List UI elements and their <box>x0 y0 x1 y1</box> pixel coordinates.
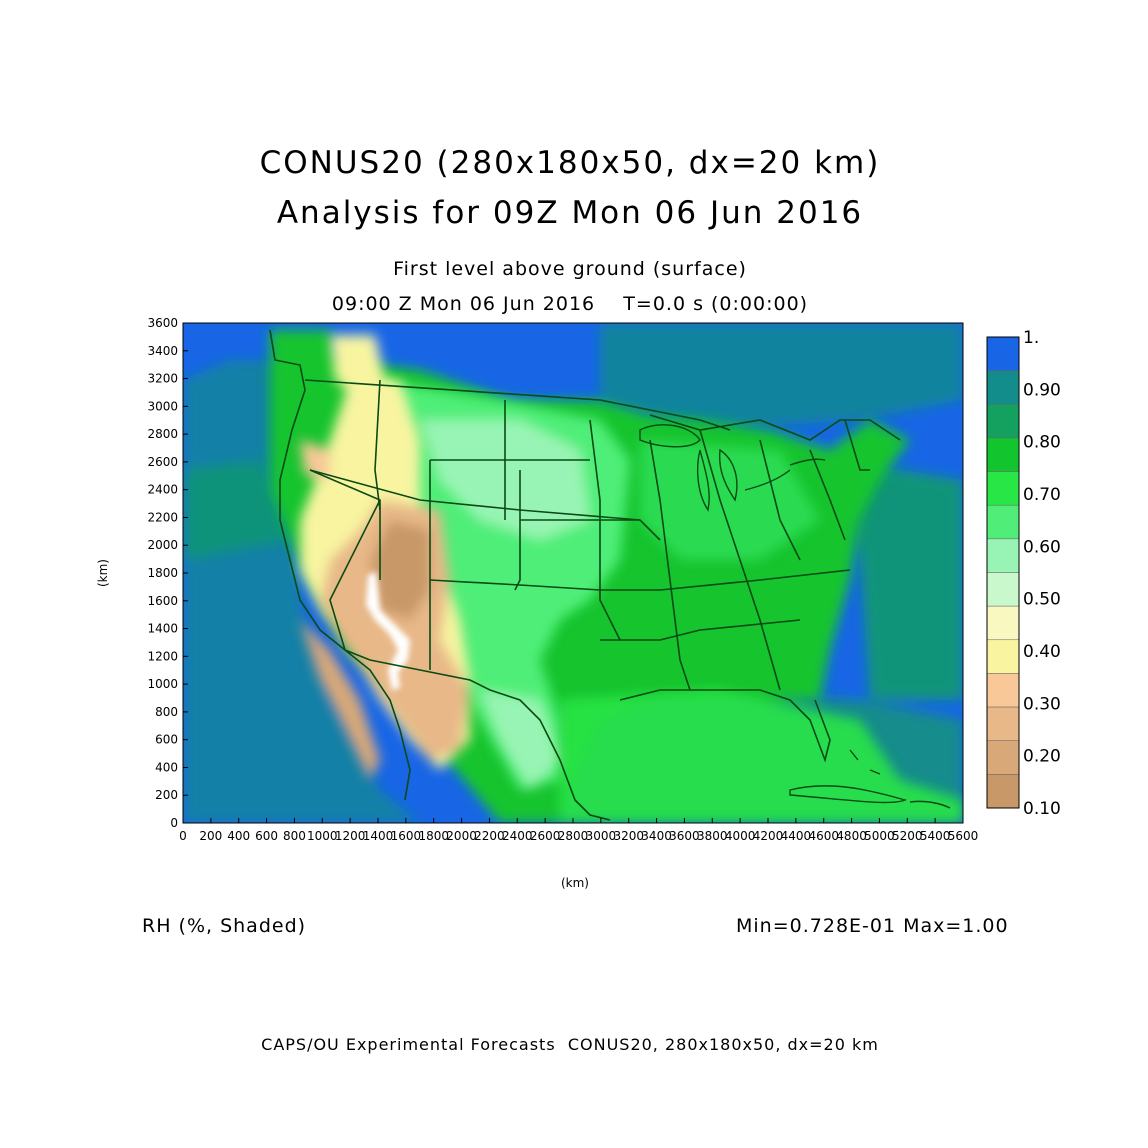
legend-swatch <box>986 605 1020 641</box>
rh-field <box>183 323 963 823</box>
y-tick-label: 1200 <box>147 649 178 663</box>
x-axis-label: (km) <box>561 876 589 890</box>
x-tick-label: 0 <box>179 829 187 843</box>
legend-label: 0.20 <box>1023 747 1061 767</box>
variable-label: RH (%, Shaded) <box>142 915 307 937</box>
y-tick-label: 1600 <box>147 594 178 608</box>
legend-swatch <box>986 404 1020 439</box>
legend-label: 1. <box>1023 328 1039 348</box>
color-legend: 1. 0.90 0.80 0.70 0.60 0.50 0.40 0.30 0.20 0.10 <box>986 328 1061 819</box>
legend-swatch <box>986 572 1020 607</box>
y-tick-label: 200 <box>155 788 178 802</box>
x-tick-label: 2800 <box>558 829 589 843</box>
y-tick-label: 0 <box>170 816 178 830</box>
credit-label: CAPS/OU Experimental Forecasts CONUS20, … <box>261 1035 879 1054</box>
y-tick-label: 2800 <box>147 427 178 441</box>
x-tick-label: 4600 <box>808 829 839 843</box>
legend-swatch <box>986 370 1020 405</box>
legend-label: 0.40 <box>1023 642 1061 662</box>
x-tick-label: 4200 <box>753 829 784 843</box>
level-label: First level above ground (surface) <box>393 258 747 280</box>
y-tick-label: 1800 <box>147 566 178 580</box>
legend-swatch <box>986 673 1020 708</box>
political-boundaries <box>269 329 901 821</box>
y-tick-label: 800 <box>155 705 178 719</box>
legend-label: 0.90 <box>1023 380 1061 400</box>
legend-label: 0.60 <box>1023 537 1061 557</box>
x-axis-ticks: 0 200 400 600 800 100012001400160018002000220… <box>179 818 978 843</box>
y-tick-label: 3600 <box>147 316 178 330</box>
x-tick-label: 200 <box>199 829 222 843</box>
y-tick-label: 1000 <box>147 677 178 691</box>
legend-label: 0.70 <box>1023 485 1061 505</box>
legend-swatch <box>986 471 1020 506</box>
x-tick-label: 800 <box>283 829 306 843</box>
legend-swatch <box>986 774 1020 809</box>
legend-label: 0.80 <box>1023 433 1061 453</box>
legend-frame <box>986 336 1020 809</box>
x-tick-label: 400 <box>227 829 250 843</box>
x-tick-label: 600 <box>255 829 278 843</box>
x-tick-label: 2000 <box>446 829 477 843</box>
y-tick-label: 2400 <box>147 483 178 497</box>
x-tick-label: 4800 <box>836 829 867 843</box>
x-tick-label: 1800 <box>418 829 449 843</box>
legend-label: 0.30 <box>1023 694 1061 714</box>
y-tick-label: 600 <box>155 733 178 747</box>
legend-label: 0.10 <box>1023 799 1061 819</box>
x-tick-label: 5400 <box>920 829 951 843</box>
title-line-1: CONUS20 (280x180x50, dx=20 km) <box>259 145 881 181</box>
legend-swatch <box>986 504 1020 540</box>
legend-swatch <box>986 437 1020 472</box>
y-axis-ticks: 0 200 400 600 800 1000 1200 1400 1600 1800 2000 220… <box>147 316 188 830</box>
legend-swatch <box>986 639 1020 674</box>
x-tick-label: 5000 <box>864 829 895 843</box>
x-tick-label: 4000 <box>725 829 756 843</box>
y-tick-label: 3200 <box>147 372 178 386</box>
y-axis-label: (km) <box>96 559 110 587</box>
y-tick-label: 400 <box>155 760 178 774</box>
x-tick-label: 3600 <box>669 829 700 843</box>
x-tick-label: 2600 <box>530 829 561 843</box>
x-tick-label: 4400 <box>781 829 812 843</box>
legend-label: 0.50 <box>1023 590 1061 610</box>
y-tick-label: 2200 <box>147 510 178 524</box>
x-tick-label: 3400 <box>641 829 672 843</box>
x-tick-label: 1000 <box>307 829 338 843</box>
y-tick-label: 2000 <box>147 538 178 552</box>
legend-swatch <box>986 740 1020 775</box>
x-tick-label: 1600 <box>391 829 422 843</box>
legend-swatch <box>986 336 1020 371</box>
valid-time-label: 09:00 Z Mon 06 Jun 2016 T=0.0 s (0:00:00… <box>331 293 809 315</box>
x-tick-label: 1400 <box>363 829 394 843</box>
y-tick-label: 3000 <box>147 399 178 413</box>
legend-swatch <box>986 706 1020 741</box>
x-tick-label: 3800 <box>697 829 728 843</box>
title-line-2: Analysis for 09Z Mon 06 Jun 2016 <box>276 195 864 231</box>
x-tick-label: 1200 <box>335 829 366 843</box>
x-tick-label: 2200 <box>474 829 505 843</box>
y-tick-label: 3400 <box>147 344 178 358</box>
x-tick-label: 3200 <box>613 829 644 843</box>
x-tick-label: 5600 <box>948 829 979 843</box>
legend-swatch <box>986 538 1020 573</box>
min-max-label: Min=0.728E-01 Max=1.00 <box>736 915 1009 937</box>
x-tick-label: 3000 <box>586 829 617 843</box>
x-tick-label: 5200 <box>892 829 923 843</box>
y-tick-label: 2600 <box>147 455 178 469</box>
y-tick-label: 1400 <box>147 622 178 636</box>
x-tick-label: 2400 <box>502 829 533 843</box>
